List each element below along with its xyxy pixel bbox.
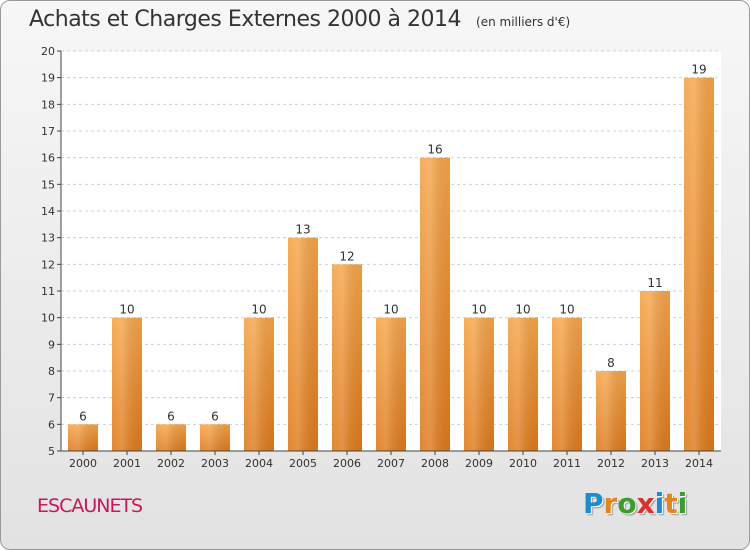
y-tick-label: 7 [48,392,55,405]
x-tick-label: 2003 [201,457,229,470]
bar-shine [684,77,714,452]
y-tick-label: 14 [41,205,55,218]
bar-shine [376,317,406,451]
bar-shine [200,424,230,451]
bar-shine [288,237,318,451]
bar-shine [420,157,450,451]
value-label: 10 [383,303,398,317]
place-name: ESCAUNETS [37,495,143,517]
logo-letter: t [664,487,678,520]
bar-shine [596,371,626,451]
y-tick-label: 15 [41,178,55,191]
value-label: 6 [211,409,219,423]
y-tick-label: 19 [41,72,55,85]
y-tick-label: 11 [41,285,55,298]
x-tick-label: 2008 [421,457,449,470]
value-label: 16 [427,143,442,157]
bar-shine [640,291,670,451]
y-tick-label: 6 [48,418,55,431]
logo-letter: i [654,487,665,520]
value-label: 10 [119,303,134,317]
value-label: 11 [647,276,662,290]
x-axis-ticks: 2000 2001 2002 2003 2004 2005 2006 2007 2008 2009… [69,451,713,470]
value-label: 13 [295,223,310,237]
y-tick-label: 10 [41,312,55,325]
logo-letter: r [603,487,618,520]
y-tick-label: 17 [41,125,55,138]
x-tick-label: 2007 [377,457,405,470]
y-tick-label: 12 [41,258,55,271]
value-label: 10 [251,303,266,317]
bar-shine [68,424,98,451]
x-tick-label: 2011 [553,457,581,470]
y-tick-label: 9 [48,338,55,351]
value-label: 12 [339,249,354,263]
logo-letter: x [636,487,655,520]
bars [68,77,714,452]
x-tick-label: 2010 [509,457,537,470]
value-label: 19 [691,63,706,77]
y-axis-ticks: 5 6 7 8 9 10 11 12 13 14 15 16 17 18 19 20 [41,45,61,458]
y-tick-label: 16 [41,152,55,165]
x-tick-label: 2002 [157,457,185,470]
value-labels: 6 10 6 6 10 13 12 10 16 10 10 10 8 11 19 [79,63,706,424]
chart-title: Achats et Charges Externes 2000 à 2014 [29,7,461,32]
chart-subtitle: (en milliers d'€) [476,15,571,29]
value-label: 6 [167,409,175,423]
bar-shine [332,264,362,451]
value-label: 10 [471,303,486,317]
bar-shine [112,317,142,451]
bar-shine [508,317,538,451]
x-tick-label: 2000 [69,457,97,470]
bar-shine [156,424,186,451]
x-tick-label: 2013 [641,457,669,470]
value-label: 6 [79,409,87,423]
logo-letter: P [583,487,604,520]
bar-shine [552,317,582,451]
y-tick-label: 5 [48,445,55,458]
x-tick-label: 2012 [597,457,625,470]
x-tick-label: 2005 [289,457,317,470]
value-label: 10 [559,303,574,317]
proxiti-logo[interactable]: Proxiti [583,487,687,520]
logo-letter: i [677,487,688,520]
y-tick-label: 8 [48,365,55,378]
y-tick-label: 18 [41,98,55,111]
x-tick-label: 2004 [245,457,273,470]
value-label: 8 [607,356,615,370]
x-tick-label: 2009 [465,457,493,470]
logo-letter: o [617,487,637,520]
y-tick-label: 20 [41,45,55,58]
x-tick-label: 2014 [685,457,713,470]
y-tick-label: 13 [41,232,55,245]
x-tick-label: 2006 [333,457,361,470]
value-label: 10 [515,303,530,317]
bar-shine [244,317,274,451]
title-row: Achats et Charges Externes 2000 à 2014 (… [29,7,570,32]
bar-shine [464,317,494,451]
x-tick-label: 2001 [113,457,141,470]
